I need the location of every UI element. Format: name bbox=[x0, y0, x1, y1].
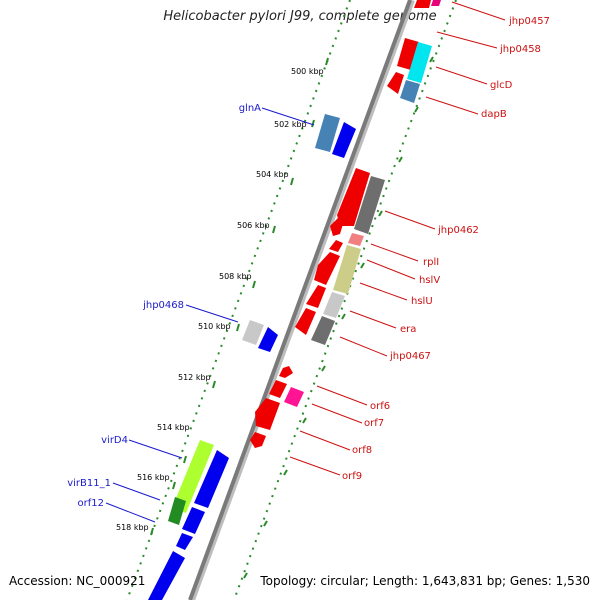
label-hslU[interactable]: hslU bbox=[411, 296, 433, 307]
gene-glnA-blue bbox=[332, 122, 356, 158]
label-jhp0458[interactable]: jhp0458 bbox=[499, 44, 541, 55]
gene-red-a bbox=[330, 218, 343, 236]
label-glnA[interactable]: glnA bbox=[239, 103, 261, 114]
gene-red-b bbox=[329, 240, 343, 252]
gene-jhp0457 bbox=[431, 0, 441, 6]
gene-orf8 bbox=[255, 398, 280, 430]
gene-orf12 bbox=[182, 507, 205, 534]
gene-bottom-blue bbox=[148, 551, 185, 600]
label-virD4[interactable]: virD4 bbox=[101, 435, 128, 446]
label-dapB[interactable]: dapB bbox=[481, 109, 507, 120]
label-orf7[interactable]: orf7 bbox=[364, 418, 384, 429]
gene-red-e bbox=[295, 308, 316, 335]
gene-jhp0458 bbox=[397, 38, 419, 70]
gene-hslU bbox=[323, 292, 345, 318]
label-jhp0468[interactable]: jhp0468 bbox=[142, 300, 184, 311]
gene-glcD bbox=[407, 42, 432, 83]
tick-label-506: 506 kbp bbox=[237, 221, 270, 230]
label-orf8[interactable]: orf8 bbox=[352, 445, 372, 456]
topology-label: Topology: circular; Length: 1,643,831 bp… bbox=[260, 574, 590, 588]
label-era[interactable]: era bbox=[400, 324, 416, 335]
gene-dapB bbox=[400, 80, 420, 103]
gene-virD4-blue bbox=[194, 450, 229, 508]
label-hslV[interactable]: hslV bbox=[419, 275, 440, 286]
gene-orf6-top bbox=[279, 366, 293, 378]
gene-hslV bbox=[333, 245, 361, 294]
gene-jhp0458-b bbox=[387, 72, 404, 94]
accession-label: Accession: NC_000921 bbox=[9, 574, 146, 588]
gene-red-d bbox=[306, 285, 326, 308]
tick-label-516: 516 kbp bbox=[137, 473, 170, 482]
tick-label-504: 504 kbp bbox=[256, 170, 289, 179]
label-orf12[interactable]: orf12 bbox=[78, 498, 104, 509]
inner-tick-marks bbox=[243, 56, 434, 579]
label-virB11_1[interactable]: virB11_1 bbox=[67, 478, 111, 489]
tick-label-502: 502 kbp bbox=[274, 120, 307, 129]
gene-jhp0468 bbox=[258, 327, 278, 352]
gene-rplI bbox=[348, 233, 364, 246]
gene-jhp0457-red bbox=[414, 0, 431, 8]
gene-virB11 bbox=[168, 497, 186, 525]
gene-jhp0462-red bbox=[337, 168, 370, 226]
outer-dotted-track bbox=[126, 0, 351, 600]
tick-label-518: 518 kbp bbox=[116, 523, 149, 532]
label-jhp0467[interactable]: jhp0467 bbox=[389, 351, 431, 362]
gene-orf6 bbox=[269, 380, 287, 398]
label-rplI[interactable]: rplI bbox=[423, 257, 439, 268]
gene-glnA bbox=[315, 114, 340, 152]
label-jhp0457[interactable]: jhp0457 bbox=[508, 16, 550, 27]
gene-orf7 bbox=[284, 387, 304, 407]
gene-virD4 bbox=[172, 440, 214, 513]
tick-label-510: 510 kbp bbox=[198, 322, 231, 331]
tick-label-500: 500 kbp bbox=[291, 67, 324, 76]
genome-backbone bbox=[188, 0, 412, 600]
label-orf9[interactable]: orf9 bbox=[342, 471, 362, 482]
label-glcD[interactable]: glcD bbox=[490, 80, 513, 91]
gene-orf12-b bbox=[176, 533, 193, 550]
outer-tick-marks bbox=[150, 57, 329, 536]
tick-label-508: 508 kbp bbox=[219, 272, 252, 281]
tick-label-512: 512 kbp bbox=[178, 373, 211, 382]
label-orf6[interactable]: orf6 bbox=[370, 401, 390, 412]
gene-red-c bbox=[314, 252, 340, 285]
tick-label-514: 514 kbp bbox=[157, 423, 190, 432]
leader-lines bbox=[105, 1, 506, 523]
label-jhp0462[interactable]: jhp0462 bbox=[437, 225, 479, 236]
reverse-genes bbox=[250, 0, 441, 448]
gene-jhp0462 bbox=[354, 176, 385, 234]
forward-genes bbox=[148, 114, 356, 600]
map-title: Helicobacter pylori J99, complete genome bbox=[163, 9, 437, 24]
gene-era bbox=[311, 316, 335, 345]
gene-jhp0468-grey bbox=[242, 320, 264, 345]
gene-orf9 bbox=[250, 432, 266, 448]
